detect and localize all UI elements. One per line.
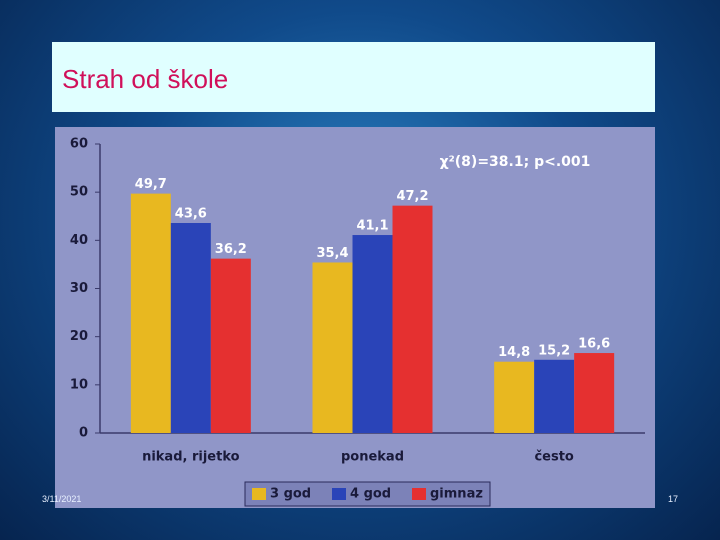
value-label: 41,1 <box>356 219 388 234</box>
legend-swatch <box>412 488 426 500</box>
y-tick-label: 50 <box>70 185 88 200</box>
bar <box>574 353 615 433</box>
annotation: χ²(8)=38.1; p<.001 <box>440 154 591 170</box>
bar <box>352 235 393 433</box>
slide-title: Strah od škole <box>62 64 229 94</box>
bar <box>210 258 251 433</box>
y-tick-label: 10 <box>70 377 88 392</box>
legend-swatch <box>252 488 266 500</box>
legend-label: 4 god <box>350 487 391 502</box>
x-tick-label: nikad, rijetko <box>142 450 240 465</box>
title-box: Strah od škole <box>52 42 655 112</box>
bar <box>170 222 211 433</box>
value-label: 47,2 <box>396 189 428 204</box>
y-tick-label: 40 <box>70 233 88 248</box>
y-tick-label: 60 <box>70 137 88 152</box>
y-tick-label: 30 <box>70 281 88 296</box>
legend-label: gimnaz <box>430 487 483 502</box>
legend-swatch <box>332 488 346 500</box>
value-label: 35,4 <box>316 246 348 261</box>
value-label: 16,6 <box>578 337 610 352</box>
legend-label: 3 god <box>270 487 311 502</box>
bar <box>494 361 535 433</box>
y-tick-label: 20 <box>70 329 88 344</box>
footer-date: 3/11/2021 <box>42 494 82 504</box>
value-label: 36,2 <box>215 242 247 257</box>
x-tick-label: često <box>534 450 573 465</box>
value-label: 43,6 <box>175 206 207 221</box>
bar <box>130 193 171 433</box>
value-label: 15,2 <box>538 343 570 358</box>
bar <box>392 205 433 433</box>
x-tick-label: ponekad <box>341 450 404 465</box>
bar <box>312 262 353 433</box>
page-number: 17 <box>668 494 679 504</box>
value-label: 49,7 <box>135 177 167 192</box>
legend-box <box>244 481 491 507</box>
value-label: 14,8 <box>498 345 530 360</box>
bar <box>534 359 575 433</box>
y-tick-label: 0 <box>79 426 88 441</box>
